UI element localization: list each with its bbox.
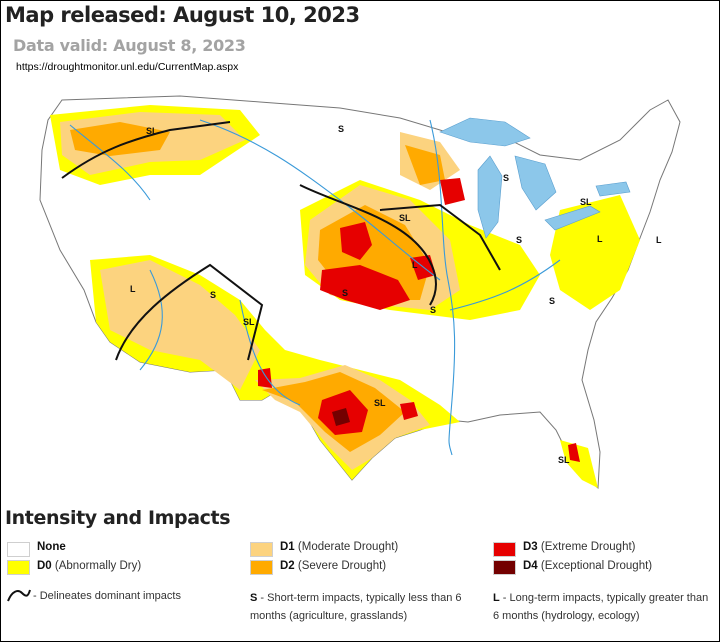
d0-east [550,195,640,310]
impact-line-midwest [379,203,501,271]
d3-central-a [340,222,372,260]
legend-title: Intensity and Impacts [5,507,231,529]
source-url: https://droughtmonitor.unl.edu/CurrentMa… [16,61,239,73]
swatch-d2 [250,560,273,575]
swatch-d3 [493,542,516,557]
d4-areas [332,408,350,426]
lake-erie [544,205,601,231]
d3-wisconsin [440,178,465,205]
impact-label: L [597,234,603,244]
d3-florida [568,443,580,462]
rio-grande [239,299,301,406]
impact-label: S [516,235,522,245]
impact-label: S [210,290,216,300]
legend-label-d3: D3 (Extreme Drought) [523,541,636,553]
delineation-note: - Delineates dominant impacts [33,590,181,602]
swatch-none [7,542,30,557]
d4-texas [332,408,350,426]
impact-label: S [338,124,344,134]
swatch-d1 [250,542,273,557]
map-release-title: Map released: August 10, 2023 [5,3,360,27]
impact-label: SL [374,398,386,408]
snake-columbia [69,124,151,201]
legend-label-d4: D4 (Exceptional Drought) [523,560,653,572]
lake-michigan [477,155,503,239]
long-term-note: L - Long-term impacts, typically greater… [493,592,709,622]
impact-label: SL [146,126,158,136]
d2-wisconsin [405,145,445,185]
impact-label: L [130,284,136,294]
lake-huron [514,155,557,211]
lake-ontario [595,181,631,197]
impact-label: SL [243,317,255,327]
delineation-line-icon [7,589,31,602]
data-valid-subtitle: Data valid: August 8, 2023 [13,36,246,55]
impact-label: L [412,260,418,270]
impact-label: S [549,296,555,306]
lake-superior [439,117,531,147]
great-lakes [439,117,631,239]
impact-label: SL [558,455,570,465]
d3-south-texas [400,402,418,420]
d2-northwest [70,122,170,156]
missouri-river [199,119,441,281]
impact-label: S [430,305,436,315]
legend-label-none: None [37,541,66,553]
d3-central-b [320,265,410,310]
impact-line-plains [299,184,437,306]
swatch-d0 [7,560,30,575]
impact-line-northwest [61,121,231,179]
legend-label-d1: D1 (Moderate Drought) [280,541,399,553]
legend-label-d0: D0 (Abnormally Dry) [37,560,142,572]
impact-lines [61,121,501,361]
impact-label: S [503,173,509,183]
d3-new-mexico [258,368,272,388]
short-term-note: S - Short-term impacts, typically less t… [250,592,462,622]
impact-label: SL [580,197,592,207]
drought-map: SL S S SL S L SL S L S S S L SL L SL SL [39,95,681,489]
impact-label: SL [399,213,411,223]
impact-label: L [656,235,662,245]
d1-southwest [100,260,260,390]
legend-label-d2: D2 (Severe Drought) [280,560,387,572]
mississippi-river [429,119,456,456]
rivers [69,119,561,456]
ohio-river [449,259,561,311]
impact-label-layer: SL S S SL S L SL S L S S S L SL L SL SL [130,124,662,465]
impact-line-west [115,263,264,361]
impact-label: S [342,288,348,298]
swatch-d4 [493,560,516,575]
colorado-river [139,269,163,371]
